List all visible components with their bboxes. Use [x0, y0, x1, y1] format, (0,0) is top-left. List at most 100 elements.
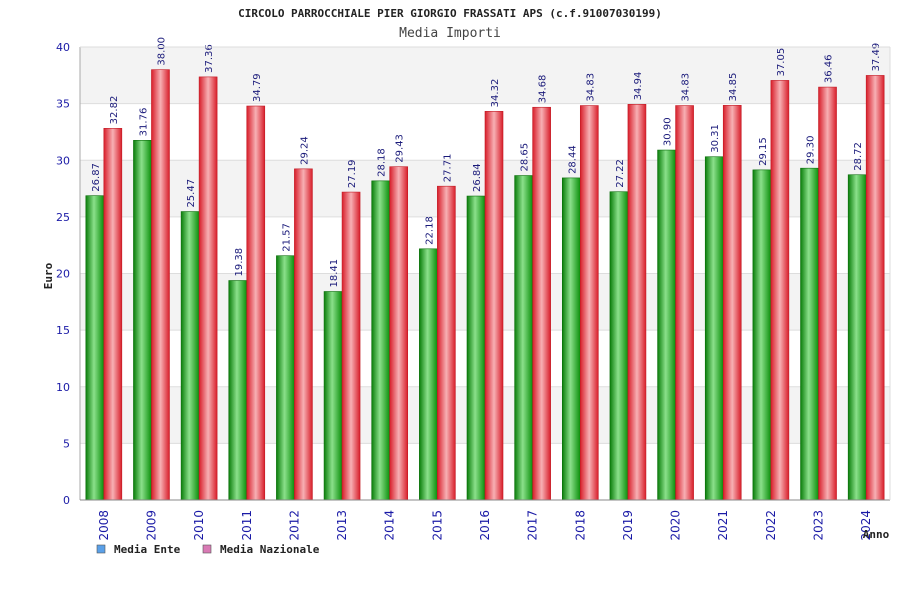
legend-label-media-nazionale: Media Nazionale — [220, 543, 320, 556]
x-tick-label: 2021 — [716, 510, 730, 541]
value-label-media-nazionale: 29.43 — [395, 134, 406, 163]
bar-media-nazionale — [198, 76, 218, 501]
bar-media-nazionale — [579, 105, 599, 501]
value-label-media-ente: 19.38 — [234, 248, 245, 277]
value-label-media-nazionale: 32.82 — [109, 96, 120, 125]
axes — [79, 46, 891, 501]
value-label-media-nazionale: 29.24 — [299, 136, 310, 165]
y-tick-label: 15 — [56, 324, 70, 337]
bar-media-ente — [657, 149, 676, 501]
bar-media-nazionale — [865, 75, 885, 501]
bar-media-ente — [609, 191, 629, 501]
y-tick-label: 10 — [56, 381, 70, 394]
bar-media-ente — [180, 211, 200, 501]
value-label-media-nazionale: 36.46 — [824, 54, 835, 83]
value-label-media-ente: 30.31 — [710, 124, 721, 153]
bar-media-nazionale — [818, 86, 837, 501]
y-tick-label: 25 — [56, 211, 70, 224]
bar-media-ente — [323, 291, 343, 501]
x-tick-label: 2022 — [764, 510, 778, 541]
x-tick-label: 2012 — [287, 510, 301, 541]
legend-label-media-ente: Media Ente — [114, 543, 181, 556]
y-tick-labels: 0 5 10 15 20 25 30 35 40 — [56, 41, 70, 507]
bar-media-ente — [561, 177, 581, 501]
x-axis-label: Anno — [863, 528, 890, 541]
x-tick-label: 2011 — [240, 510, 254, 541]
value-label-media-nazionale: 34.94 — [633, 72, 644, 101]
value-label-media-ente: 28.18 — [377, 148, 388, 177]
bar-media-nazionale — [675, 105, 694, 501]
bar-media-nazionale — [151, 69, 170, 501]
chart-subtitle: Media Importi — [399, 26, 501, 41]
y-tick-label: 20 — [56, 268, 70, 281]
bar-media-nazionale — [722, 105, 742, 501]
value-label-media-ente: 29.30 — [806, 136, 817, 165]
chart-title: CIRCOLO PARROCCHIALE PIER GIORGIO FRASSA… — [238, 7, 662, 20]
bar-media-nazionale — [103, 128, 123, 501]
value-label-media-ente: 26.84 — [472, 163, 483, 192]
bar-media-ente — [276, 255, 295, 501]
value-label-media-nazionale: 37.05 — [776, 48, 787, 77]
value-label-media-ente: 30.90 — [663, 117, 674, 146]
y-tick-label: 30 — [56, 154, 70, 167]
value-label-media-nazionale: 34.83 — [681, 73, 692, 102]
bar-media-nazionale — [770, 80, 790, 501]
bar-media-nazionale — [389, 166, 409, 501]
bar-media-ente — [847, 174, 867, 501]
x-tick-label: 2014 — [383, 510, 397, 541]
y-tick-label: 35 — [56, 98, 70, 111]
value-label-media-ente: 28.72 — [853, 142, 864, 171]
bar-media-ente — [133, 140, 152, 501]
y-axis-label: Euro — [42, 262, 55, 289]
x-tick-label: 2013 — [335, 510, 349, 541]
bar-media-nazionale — [437, 185, 456, 501]
x-tick-label: 2019 — [621, 510, 635, 541]
value-label-media-nazionale: 34.79 — [252, 73, 263, 102]
value-label-media-nazionale: 27.71 — [442, 154, 453, 183]
value-label-media-nazionale: 34.83 — [585, 73, 596, 102]
value-label-media-ente: 22.18 — [424, 216, 435, 245]
value-label-media-ente: 18.41 — [329, 259, 340, 288]
x-tick-label: 2020 — [669, 510, 683, 541]
x-tick-label: 2018 — [573, 510, 587, 541]
value-label-media-ente: 26.87 — [91, 163, 102, 192]
bar-media-nazionale — [294, 168, 313, 501]
bar-media-ente — [228, 280, 248, 501]
bar-media-ente — [704, 156, 724, 501]
value-label-media-ente: 21.57 — [281, 223, 292, 252]
x-tick-label: 2016 — [478, 510, 492, 541]
value-label-media-nazionale: 38.00 — [156, 37, 167, 66]
value-label-media-nazionale: 37.49 — [871, 43, 882, 72]
value-label-media-ente: 25.47 — [186, 179, 197, 208]
value-label-media-ente: 28.65 — [520, 143, 531, 172]
y-tick-label: 40 — [56, 41, 70, 54]
value-label-media-nazionale: 34.32 — [490, 79, 501, 108]
value-label-media-nazionale: 37.36 — [204, 44, 215, 73]
bar-media-nazionale — [627, 104, 647, 501]
bar-media-nazionale — [341, 191, 361, 501]
legend-swatch-media-nazionale — [202, 544, 212, 554]
value-label-media-nazionale: 27.19 — [347, 159, 358, 188]
legend: Media Ente Media Nazionale — [96, 543, 320, 556]
bar-media-nazionale — [532, 106, 551, 501]
bar-media-nazionale — [484, 111, 504, 501]
x-tick-label: 2009 — [144, 510, 158, 541]
x-tick-label: 2015 — [430, 510, 444, 541]
x-tick-labels: 2008 2009 2010 2011 2012 2013 2014 2015 2016 2017… — [97, 510, 873, 541]
bar-media-nazionale — [246, 105, 266, 501]
value-label-media-nazionale: 34.68 — [538, 75, 549, 104]
legend-swatch-media-ente — [96, 544, 106, 554]
y-tick-label: 5 — [63, 437, 70, 450]
value-labels: 26.87 32.82 31.76 38.00 25.47 37.36 19.38 34.79… — [91, 37, 882, 287]
value-label-media-ente: 27.22 — [615, 159, 626, 188]
bar-media-ente — [371, 180, 391, 501]
bar-media-ente — [752, 169, 772, 501]
bar-media-ente — [85, 195, 105, 501]
x-tick-label: 2008 — [97, 510, 111, 541]
value-label-media-ente: 29.15 — [758, 137, 769, 166]
value-label-media-nazionale: 34.85 — [728, 73, 739, 102]
bar-media-ente — [466, 195, 486, 501]
x-tick-label: 2017 — [526, 510, 540, 541]
x-tick-label: 2010 — [192, 510, 206, 541]
